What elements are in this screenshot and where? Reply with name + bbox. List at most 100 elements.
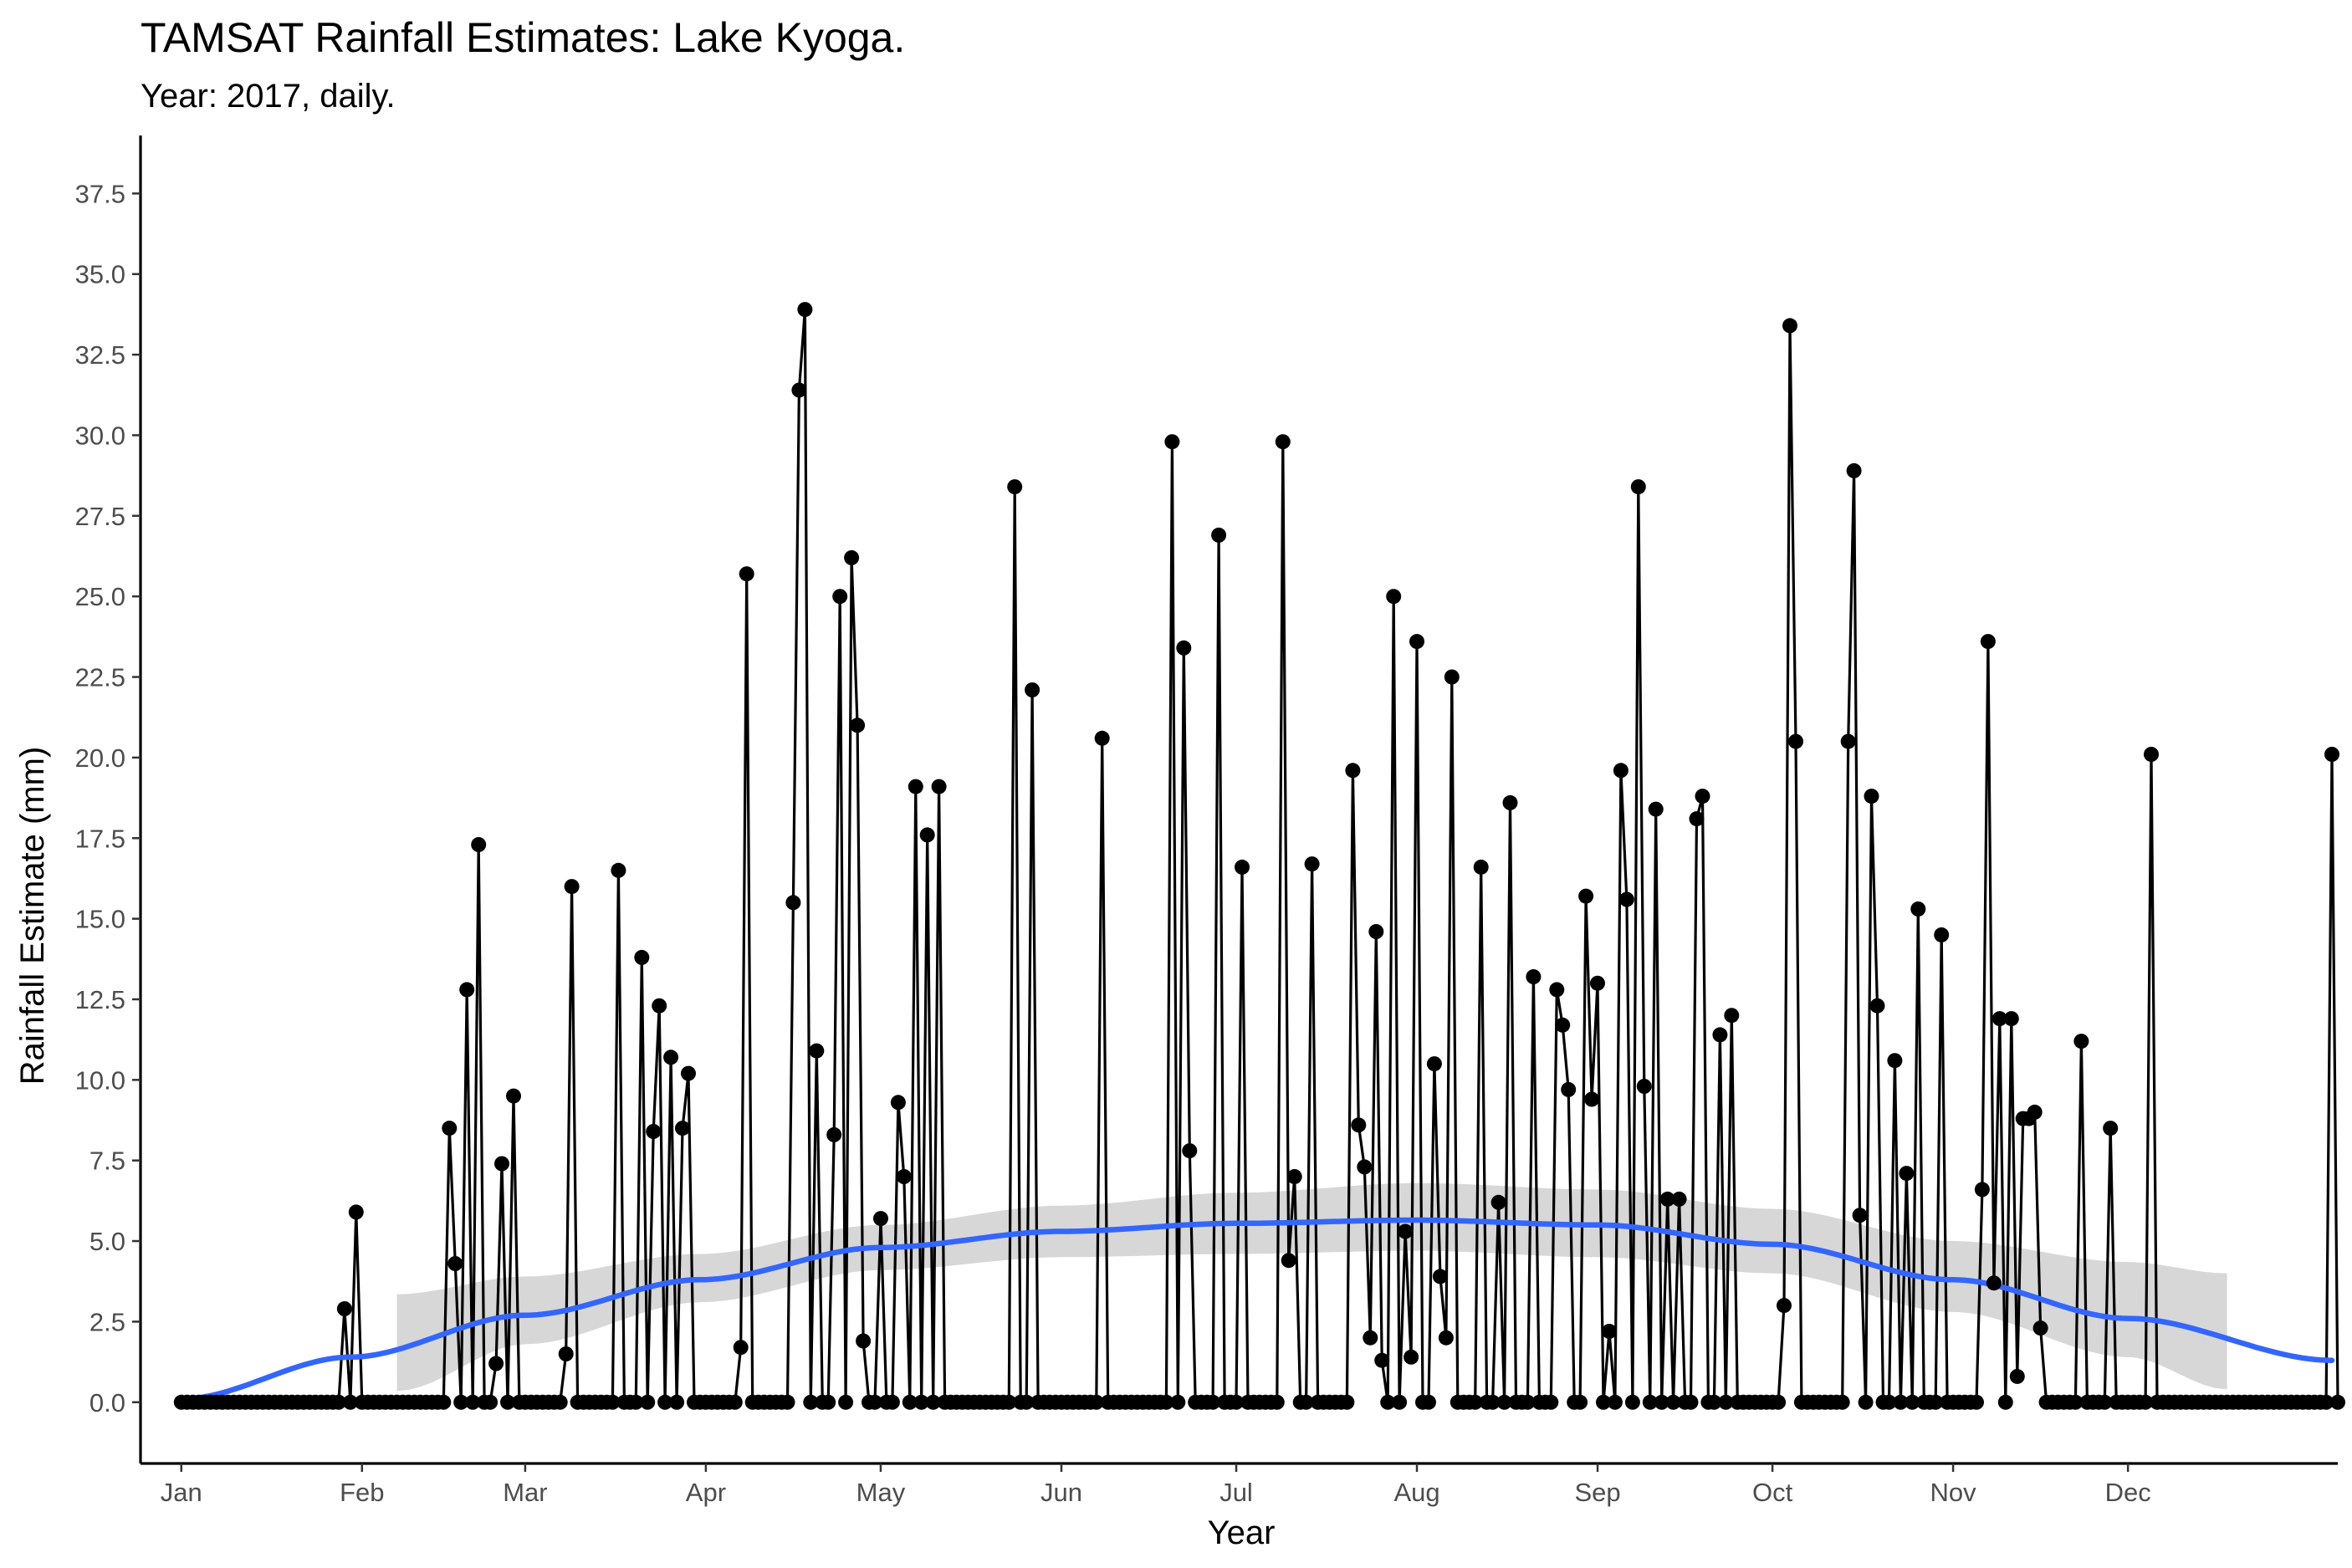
rain-point [1584,1091,1600,1107]
rain-point [1164,434,1180,450]
rain-point [873,1211,888,1227]
rain-point [1578,888,1594,904]
rain-point [1549,982,1565,998]
y-tick-label: 25.0 [75,582,125,611]
zero-point [1654,1394,1669,1410]
y-tick-label: 10.0 [75,1065,125,1095]
zero-point [925,1394,941,1410]
zero-point [1339,1394,1355,1410]
zero-point [803,1394,819,1410]
rain-point [1176,640,1192,656]
rain-point [1555,1017,1571,1033]
rain-point [1695,789,1710,804]
zero-point [1170,1394,1186,1410]
rainfall-points-layer [173,302,2345,1410]
rain-point [809,1043,825,1059]
zero-point [1665,1394,1681,1410]
zero-point [1642,1394,1658,1410]
rain-point [663,1050,679,1065]
rain-point [471,837,487,852]
zero-point [1706,1394,1722,1410]
y-tick-label: 17.5 [75,824,125,853]
rain-point [733,1340,749,1356]
axes-layer: 0.0 2.5 5.0 7.5 10.0 12.5 15.0 17.5 20.0 22.5 25.0… [75,135,2338,1507]
rain-point [1590,975,1605,991]
rain-point [1561,1081,1577,1097]
confidence-band [396,1182,2227,1392]
rain-point [1432,1269,1448,1285]
zero-point [902,1394,918,1410]
zero-point [1019,1394,1035,1410]
y-tick-label: 30.0 [75,421,125,450]
zero-point [1771,1394,1787,1410]
zero-point [1001,1394,1017,1410]
rain-point [1275,434,1291,450]
x-tick-label: Jun [1041,1478,1082,1507]
rain-point [844,549,860,565]
chart-title: TAMSAT Rainfall Estimates: Lake Kyoga. [141,14,905,61]
rain-point [442,1121,458,1136]
zero-point [483,1394,499,1410]
zero-point [1928,1394,1944,1410]
rain-point [1409,634,1424,650]
zero-point [1421,1394,1436,1410]
rain-point [1398,1223,1414,1239]
rain-point [2032,1320,2048,1336]
y-tick-label: 22.5 [75,663,125,692]
rain-point [2027,1104,2043,1120]
rain-point [850,718,866,733]
zero-point [821,1394,836,1410]
rain-point [611,862,626,878]
rain-point [1618,891,1634,907]
x-tick-label: Mar [503,1478,547,1507]
rain-point [2003,1011,2019,1027]
rain-point [785,895,801,911]
zero-point [838,1394,854,1410]
rain-point [1502,794,1518,810]
rain-point [931,779,947,794]
zero-point [342,1394,358,1410]
rain-point [1980,634,1996,650]
zero-point [727,1394,743,1410]
x-tick-label: Nov [1930,1478,1977,1507]
zero-point [913,1394,929,1410]
zero-point [1380,1394,1396,1410]
rain-point [1094,730,1110,746]
rain-point [1992,1011,2007,1027]
zero-point [1607,1394,1623,1410]
y-tick-label: 5.0 [89,1227,125,1256]
rain-point [1404,1349,1419,1365]
zero-point [1858,1394,1874,1410]
zero-point [1997,1394,2013,1410]
rain-point [1613,763,1629,779]
rain-point [1374,1352,1390,1368]
rain-point [1286,1169,1302,1184]
rain-point [1934,927,1950,942]
rain-point [1712,1027,1728,1043]
rain-point [856,1333,872,1349]
confidence-band-layer [396,1182,2227,1392]
rain-point [1007,479,1023,495]
rain-point [1648,801,1664,817]
zero-point [669,1394,685,1410]
rain-point [1852,1208,1868,1223]
rain-point [1974,1182,1990,1198]
rain-point [1526,969,1542,984]
zero-point [1718,1394,1734,1410]
y-tick-label: 7.5 [89,1147,125,1176]
zero-point [453,1394,469,1410]
zero-point [867,1394,882,1410]
rain-point [1438,1330,1454,1346]
rain-point [739,566,754,582]
x-tick-label: Jul [1219,1478,1253,1507]
y-tick-label: 12.5 [75,985,125,1014]
rain-point [1846,462,1862,478]
rain-point [634,949,650,965]
rain-point [459,982,475,998]
zero-point [500,1394,515,1410]
rain-point [336,1301,352,1316]
y-tick-label: 27.5 [75,502,125,531]
y-tick-label: 15.0 [75,905,125,934]
